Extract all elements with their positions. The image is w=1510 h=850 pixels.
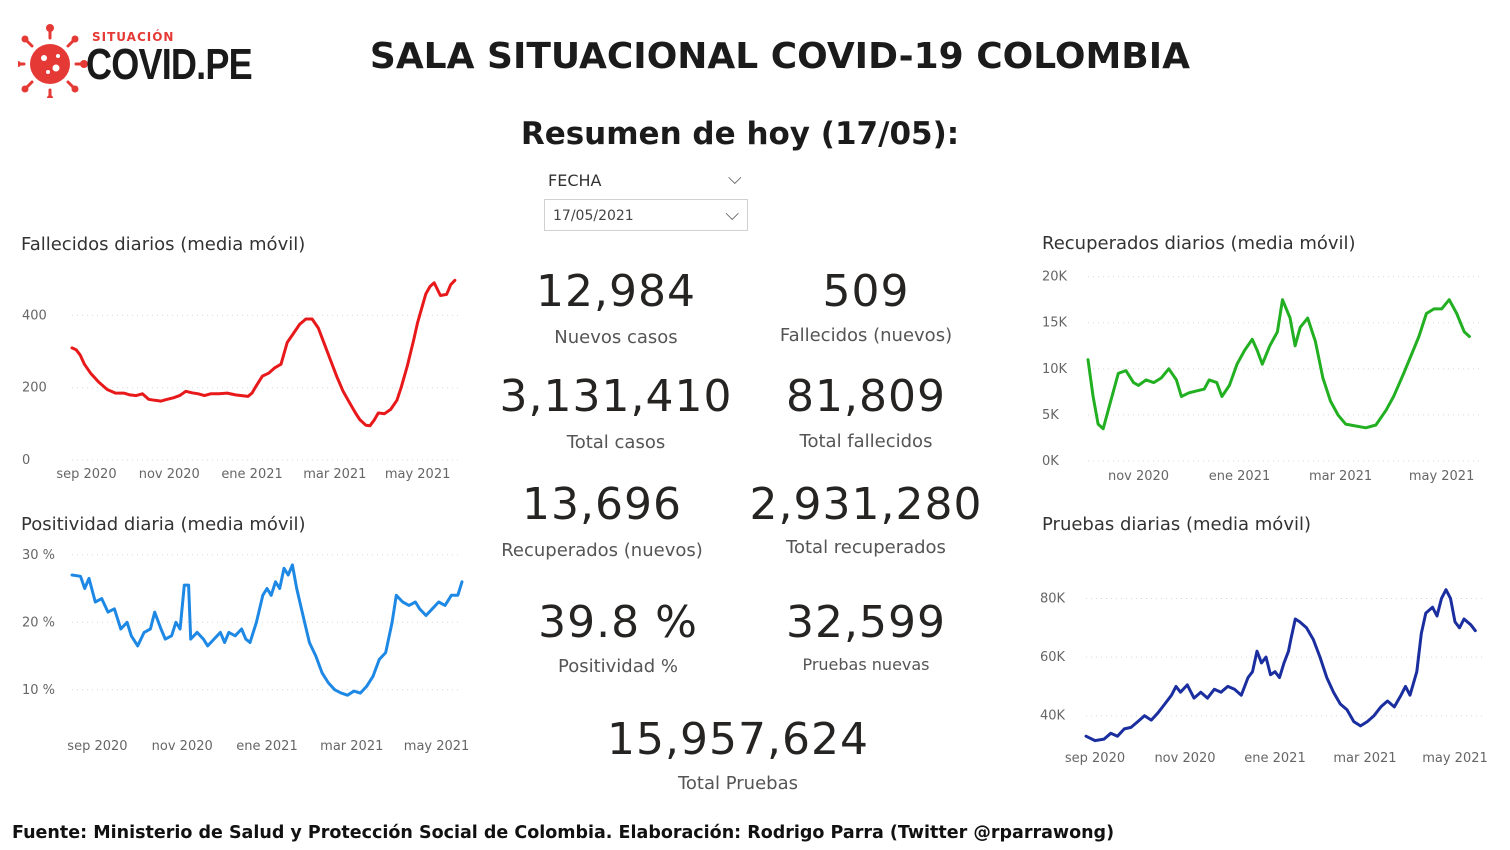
kpi-value-total-casos: 3,131,410 <box>499 371 733 422</box>
kpi-value-recuperados-nuevos: 13,696 <box>522 479 682 530</box>
y-tick-label: 20 % <box>22 615 55 630</box>
x-tick-label: sep 2020 <box>1065 751 1125 766</box>
chart-positividad[interactable]: 10 % 20 % 30 % sep 2020 nov 2020 ene 2021 mar … <box>14 540 484 760</box>
kpi-value-pruebas-nuevas: 32,599 <box>786 597 946 648</box>
x-tick-label: nov 2020 <box>139 467 200 482</box>
x-tick-label: may 2021 <box>385 467 451 482</box>
y-tick-label: 60K <box>1040 650 1066 665</box>
logo-wordmark: COVID.PE <box>86 40 253 89</box>
x-tick-label: sep 2020 <box>56 467 116 482</box>
footer-source: Fuente: Ministerio de Salud y Protección… <box>12 823 1115 843</box>
x-tick-label: ene 2021 <box>1209 469 1270 484</box>
y-tick-label: 20K <box>1042 270 1068 285</box>
series-line <box>70 563 464 697</box>
summary-title: Resumen de hoy (17/05): <box>520 116 960 152</box>
series-line <box>70 278 457 428</box>
page-title: SALA SITUACIONAL COVID-19 COLOMBIA <box>369 36 1190 77</box>
y-tick-label: 400 <box>22 308 47 323</box>
x-tick-label: may 2021 <box>1422 751 1488 766</box>
chart-recuperados[interactable]: 0K 5K 10K 15K 20K nov 2020 ene 2021 mar 2021 may… <box>1030 262 1500 487</box>
x-tick-label: mar 2021 <box>303 467 366 482</box>
kpi-label-recuperados-nuevos: Recuperados (nuevos) <box>501 540 703 561</box>
x-tick-label: ene 2021 <box>236 739 297 754</box>
y-tick-label: 0 <box>22 453 30 468</box>
chart-fallecidos[interactable]: 0 200 400 sep 2020 nov 2020 ene 2021 mar 2021 m… <box>14 262 474 487</box>
kpi-value-total-recuperados: 2,931,280 <box>749 479 983 530</box>
y-tick-label: 5K <box>1042 408 1059 423</box>
y-tick-label: 10K <box>1042 362 1068 377</box>
chart-title-positividad: Positividad diaria (media móvil) <box>21 514 306 535</box>
y-tick-label: 15K <box>1042 316 1068 331</box>
series-line <box>1084 588 1477 743</box>
date-slicer-dropdown[interactable]: 17/05/2021 ⌵ <box>544 199 748 231</box>
x-tick-label: nov 2020 <box>1154 751 1215 766</box>
kpi-label-total-pruebas: Total Pruebas <box>677 773 798 794</box>
x-tick-label: mar 2021 <box>1309 469 1372 484</box>
x-tick-label: may 2021 <box>404 739 470 754</box>
kpi-label-total-recuperados: Total recuperados <box>786 537 946 558</box>
chart-title-pruebas: Pruebas diarias (media móvil) <box>1042 514 1311 535</box>
chart-title-recuperados: Recuperados diarios (media móvil) <box>1042 233 1356 254</box>
date-slicer-value: 17/05/2021 <box>553 208 634 224</box>
y-tick-label: 30 % <box>22 548 55 563</box>
kpi-label-total-fallecidos: Total fallecidos <box>799 431 933 452</box>
date-slicer-label: FECHA <box>548 171 602 190</box>
kpi-label-fallecidos-nuevos: Fallecidos (nuevos) <box>779 325 953 346</box>
y-tick-label: 200 <box>22 381 47 396</box>
kpi-label-total-casos: Total casos <box>566 432 666 453</box>
y-tick-label: 10 % <box>22 683 55 698</box>
kpi-label-pruebas-nuevas: Pruebas nuevas <box>802 655 930 674</box>
x-tick-label: nov 2020 <box>152 739 213 754</box>
kpi-value-total-pruebas: 15,957,624 <box>607 714 869 765</box>
series-line <box>1086 298 1471 431</box>
y-tick-label: 40K <box>1040 709 1066 724</box>
x-tick-label: sep 2020 <box>67 739 127 754</box>
kpi-label-positividad: Positividad % <box>557 656 679 677</box>
x-tick-label: mar 2021 <box>1333 751 1396 766</box>
chevron-down-icon[interactable]: ⌵ <box>728 168 742 189</box>
x-tick-label: ene 2021 <box>221 467 282 482</box>
chevron-down-icon: ⌵ <box>725 204 739 225</box>
y-tick-label: 0K <box>1042 454 1059 469</box>
chart-title-fallecidos: Fallecidos diarios (media móvil) <box>21 234 306 255</box>
kpi-value-total-fallecidos: 81,809 <box>786 371 946 422</box>
kpi-value-nuevos-casos: 12,984 <box>536 266 696 317</box>
logo-subtitle: SITUACIÓN <box>92 30 175 44</box>
kpi-label-nuevos-casos: Nuevos casos <box>554 327 678 348</box>
x-tick-label: ene 2021 <box>1244 751 1305 766</box>
kpi-value-positividad: 39.8 % <box>538 597 698 648</box>
kpi-value-fallecidos-nuevos: 509 <box>822 266 910 317</box>
chart-pruebas[interactable]: 40K 60K 80K sep 2020 nov 2020 ene 2021 mar 202… <box>1030 565 1500 775</box>
x-tick-label: mar 2021 <box>320 739 383 754</box>
y-tick-label: 80K <box>1040 591 1066 606</box>
x-tick-label: may 2021 <box>1409 469 1475 484</box>
x-tick-label: nov 2020 <box>1108 469 1169 484</box>
